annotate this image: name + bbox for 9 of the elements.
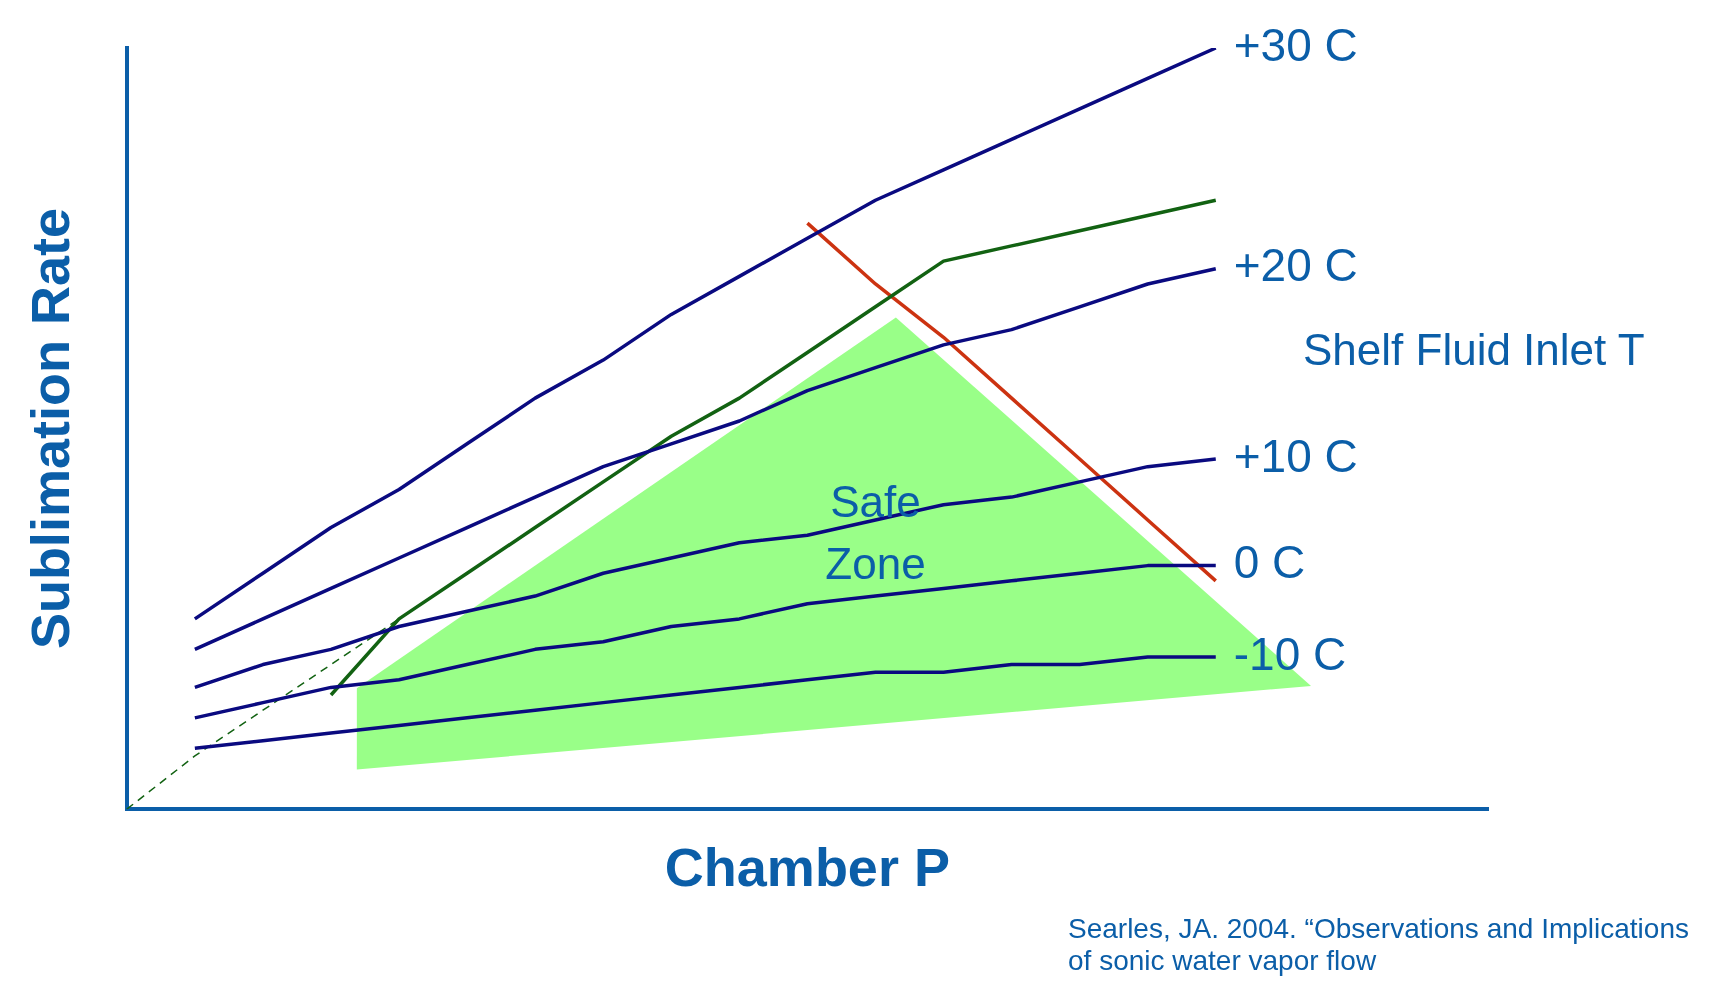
y-axis-title: Sublimation Rate [20, 208, 81, 650]
series-label: +10 C [1233, 429, 1358, 482]
series-label: +30 C [1233, 18, 1358, 71]
series-label: 0 C [1233, 536, 1306, 589]
x-axis-title: Chamber P [664, 837, 950, 898]
series-label: +20 C [1233, 239, 1358, 292]
annotation: Safe Zone [825, 476, 926, 588]
text: Searles, JA. 2004. “Observations and Implications of sonic water vapor flow [1068, 913, 1690, 977]
legend-title: Shelf Fluid Inlet T [1303, 324, 1645, 374]
